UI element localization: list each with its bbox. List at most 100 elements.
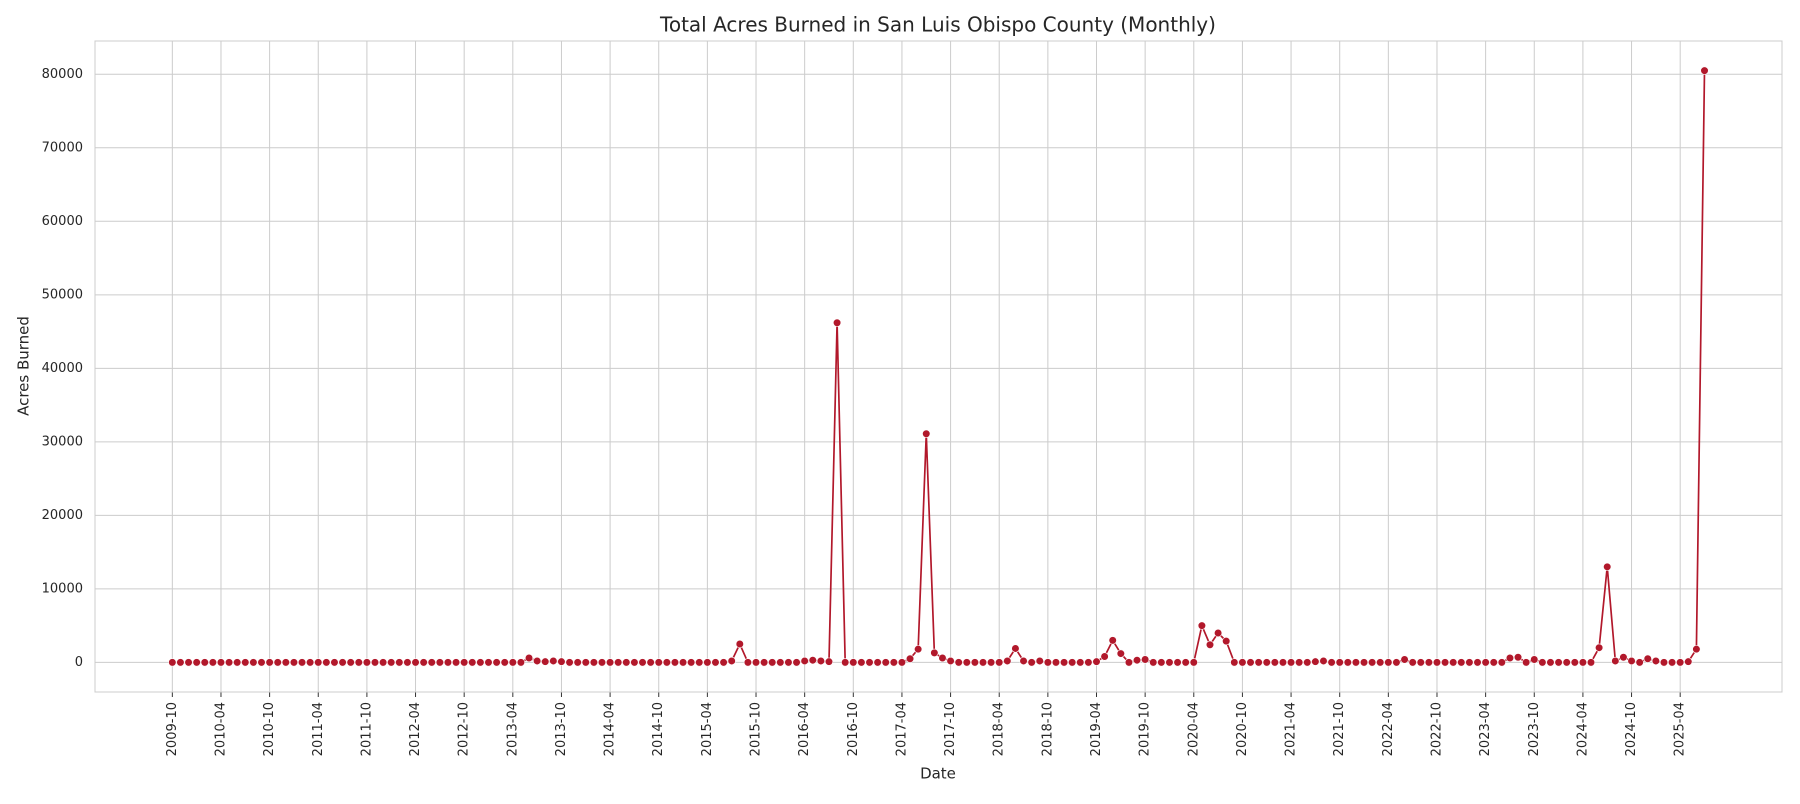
data-point [938,653,947,663]
data-point [1522,658,1531,667]
data-point [1359,658,1369,667]
data-point [1595,643,1604,652]
y-tick-label: 80000 [42,67,83,82]
data-point [549,656,558,666]
data-point [1400,655,1409,664]
data-point [1578,658,1588,667]
y-tick-label: 0 [75,655,83,670]
data-point [435,658,444,667]
data-line [172,70,1706,664]
data-point [427,658,436,667]
data-point [1246,658,1255,667]
data-point [1059,658,1069,667]
y-tick-label: 60000 [42,214,83,229]
data-point [605,658,615,667]
data-point [1651,656,1660,666]
x-tick-label: 2020-04 [1186,702,1201,756]
data-point [306,658,315,667]
data-point [1197,621,1206,630]
data-point [1270,658,1279,667]
data-point [711,658,720,667]
data-point [581,658,590,667]
data-point [914,645,923,654]
data-point [1303,658,1312,667]
data-point [451,658,461,667]
data-point [1335,658,1344,667]
x-tick-label: 2011-04 [311,702,326,756]
data-point [1181,658,1190,667]
data-point [1027,658,1036,667]
data-point [273,658,282,667]
data-point [1457,658,1466,667]
data-point [1530,655,1539,664]
data-point [808,656,817,665]
data-point [865,658,874,667]
data-point [192,658,201,667]
data-point [962,658,971,667]
x-tick-label: 2021-10 [1332,702,1347,756]
data-point [541,657,550,666]
data-point [1011,644,1020,653]
data-point [662,658,671,667]
data-point [1278,658,1288,667]
y-tick-label: 40000 [42,361,83,376]
data-point [395,658,404,667]
data-point [411,658,420,667]
data-point [289,658,299,667]
data-point [362,658,371,667]
x-tick-label: 2018-04 [992,702,1007,756]
x-tick-label: 2015-04 [700,702,715,756]
data-point [743,658,753,667]
plot-frame [94,40,1783,693]
x-tick-label: 2017-10 [943,702,958,756]
data-point [500,658,509,667]
data-point [565,658,574,667]
data-point [257,658,266,667]
x-tick-label: 2020-10 [1235,702,1250,756]
data-point [524,653,534,663]
data-point [646,658,655,667]
data-point [387,658,396,667]
data-point [841,658,850,667]
x-tick-label: 2023-10 [1527,702,1542,756]
data-point [703,658,712,667]
data-point [897,658,907,667]
data-point [1262,658,1271,667]
x-tick-label: 2019-04 [1089,702,1104,756]
data-point [800,656,809,666]
data-point [1157,658,1166,667]
data-point [905,654,915,663]
data-point [403,658,412,667]
data-point [1084,658,1093,667]
data-point [1051,658,1061,667]
data-point [784,658,793,667]
data-point [1368,658,1377,667]
data-point [379,658,388,667]
data-point [1449,658,1458,667]
data-point [1627,656,1636,666]
data-point [1019,656,1028,666]
x-tick-label: 2014-04 [603,702,618,756]
data-point [1165,658,1174,667]
data-point [1440,658,1450,667]
data-point [1384,658,1393,667]
data-point [589,658,598,667]
data-point [1489,658,1498,667]
data-point [930,648,939,657]
data-point [1319,656,1328,666]
data-point [1238,658,1247,667]
data-point [987,658,996,667]
data-point [1432,658,1442,667]
x-tick-label: 2025-04 [1673,702,1688,756]
data-point [1295,658,1304,667]
data-point [1538,658,1547,667]
data-point [338,658,347,667]
data-point [695,658,704,667]
data-point [1068,658,1077,667]
data-point [1408,658,1417,667]
x-tick-label: 2022-10 [1429,702,1444,756]
data-point [1424,658,1433,667]
y-tick-label: 20000 [42,508,83,523]
data-point [881,658,890,667]
data-point [168,658,177,667]
